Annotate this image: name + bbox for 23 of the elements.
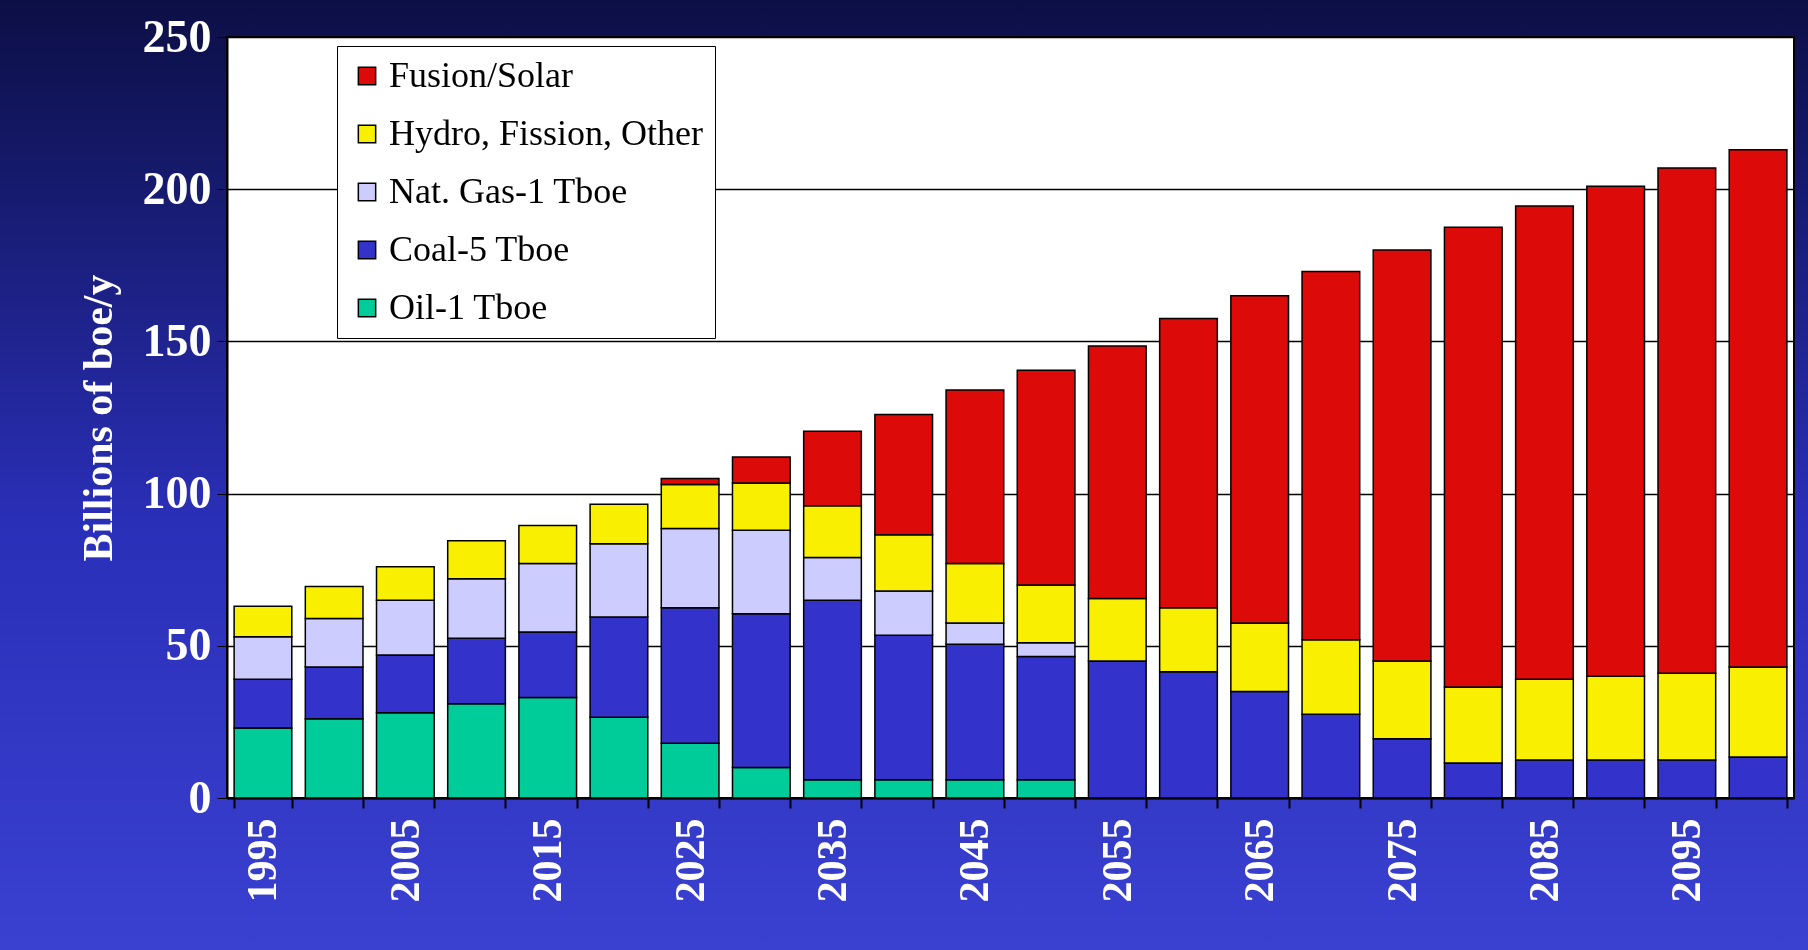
x-tick-label: 2035 [809, 818, 856, 903]
legend-label: Hydro, Fission, Other [389, 113, 704, 153]
y-tick-label: 250 [142, 10, 212, 62]
y-axis-title: Billions of boe/y [74, 274, 121, 562]
x-tick-label: 2055 [1093, 818, 1140, 903]
y-tick-label: 200 [142, 162, 212, 214]
legend-label: Nat. Gas-1 Tboe [389, 171, 628, 211]
y-tick-label: 50 [165, 619, 212, 671]
legend-label: Coal-5 Tboe [389, 229, 570, 269]
x-tick-label: 2015 [524, 818, 571, 903]
x-tick-label: 2065 [1236, 818, 1283, 903]
y-tick-label: 100 [142, 467, 212, 519]
y-tick-label: 150 [142, 314, 212, 366]
x-tick-label: 2075 [1378, 818, 1425, 903]
y-tick-label: 0 [188, 771, 212, 823]
x-tick-label: 2025 [666, 818, 713, 903]
x-tick-label: 2095 [1663, 818, 1710, 903]
x-tick-label: 2005 [381, 818, 428, 903]
legend-label: Oil-1 Tboe [389, 287, 548, 327]
legend-label: Fusion/Solar [389, 55, 574, 95]
x-tick-label: 1995 [239, 818, 286, 903]
x-tick-label: 2045 [951, 818, 998, 903]
x-tick-label: 2085 [1520, 818, 1567, 903]
